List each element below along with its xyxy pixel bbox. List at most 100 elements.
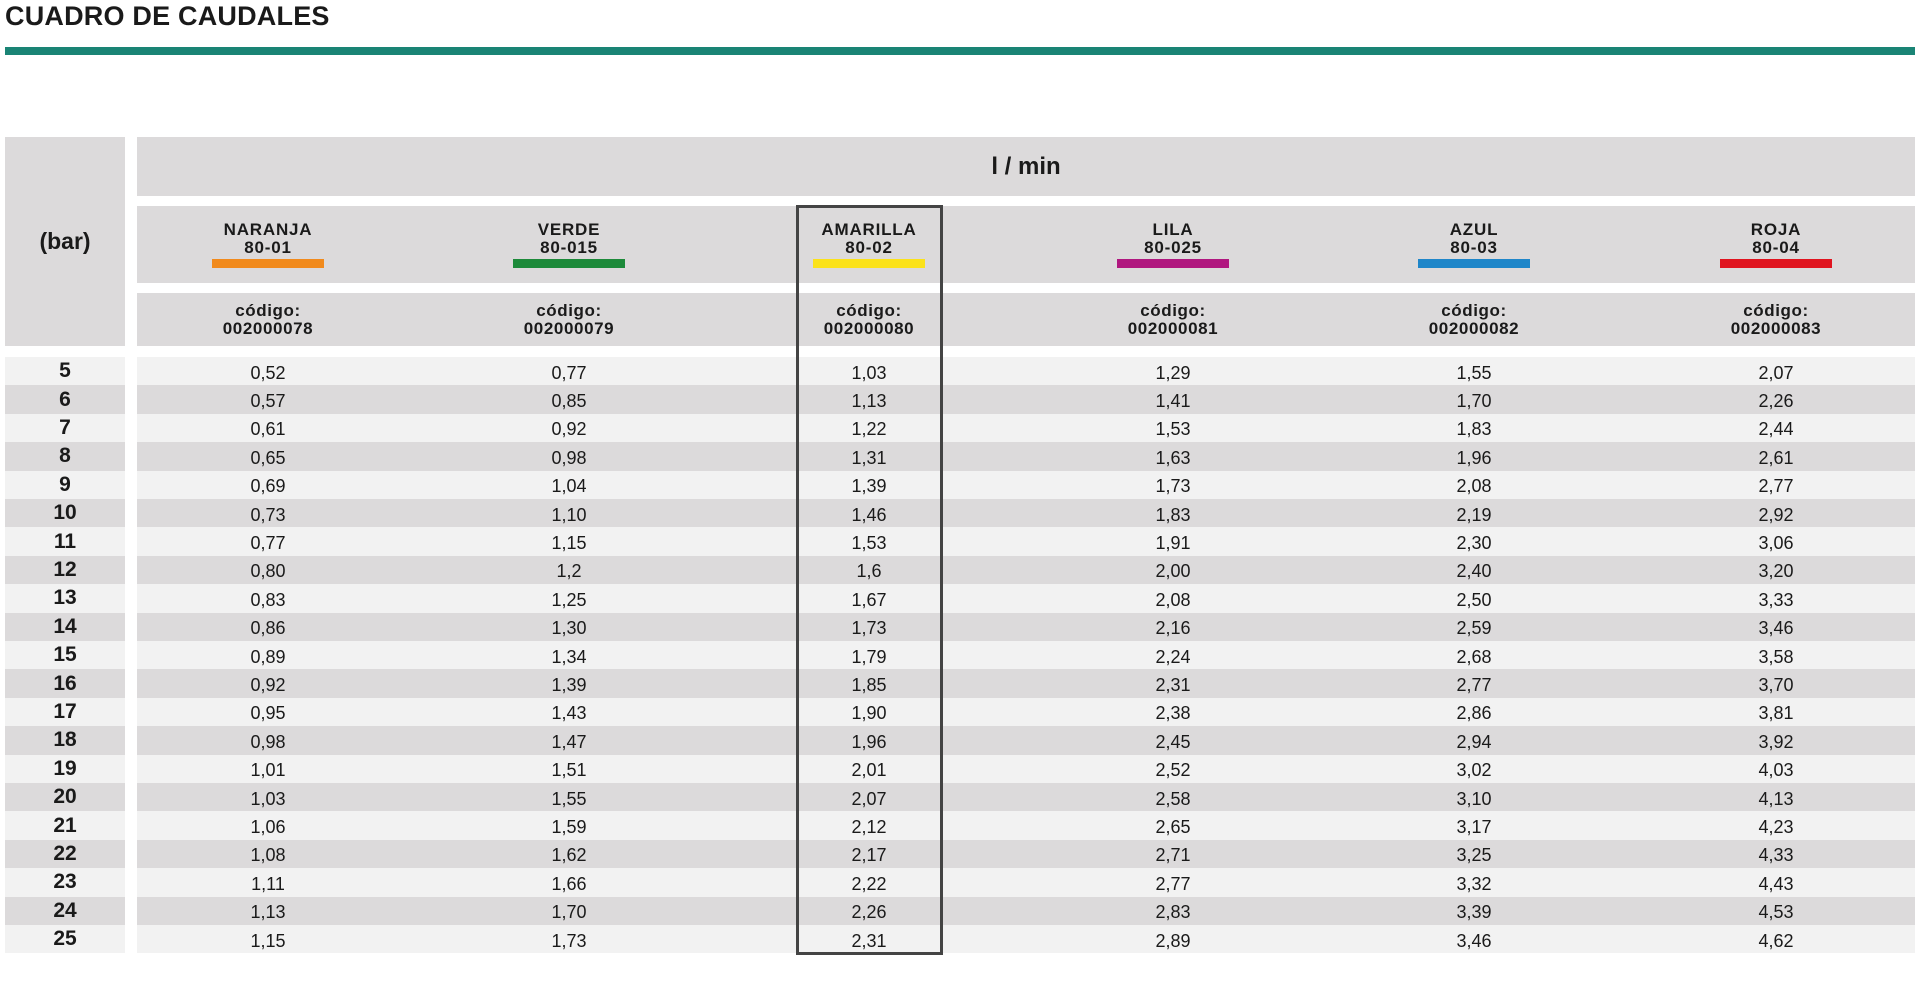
flow-cell: 0,83 bbox=[250, 589, 286, 610]
pressure-cell: 13 bbox=[5, 584, 125, 613]
nozzle-header-amarilla: AMARILLA 80-02 bbox=[813, 206, 925, 283]
flow-cell: 1,70 bbox=[1456, 391, 1492, 412]
flow-cell: 1,66 bbox=[551, 873, 587, 894]
flow-cell: 2,31 bbox=[1155, 675, 1191, 696]
pressure-cell: 12 bbox=[5, 555, 125, 585]
flow-cell: 0,52 bbox=[250, 362, 286, 383]
flow-cell: 1,62 bbox=[551, 845, 587, 866]
table-row: 17 0,95 1,43 1,90 2,38 2,86 3,81 bbox=[0, 697, 1920, 727]
row-band bbox=[137, 811, 1915, 840]
flow-cell: 2,59 bbox=[1456, 618, 1492, 639]
flow-cell: 1,63 bbox=[1155, 447, 1191, 468]
flow-cell: 0,92 bbox=[551, 419, 587, 440]
nozzle-header-lila: LILA 80-025 bbox=[1117, 206, 1229, 283]
flow-cell: 0,98 bbox=[250, 731, 286, 752]
nozzle-color-swatch bbox=[1117, 259, 1229, 268]
flow-cell: 1,73 bbox=[551, 930, 587, 951]
flow-cell: 1,15 bbox=[250, 930, 286, 951]
flow-cell: 4,23 bbox=[1758, 817, 1794, 838]
table-row: 20 1,03 1,55 2,07 2,58 3,10 4,13 bbox=[0, 783, 1920, 812]
flow-cell: 1,53 bbox=[1155, 419, 1191, 440]
pressure-column-header: (bar) bbox=[5, 137, 125, 346]
flow-cell: 3,32 bbox=[1456, 873, 1492, 894]
flow-cell: 1,15 bbox=[551, 533, 587, 554]
flow-cell: 0,77 bbox=[250, 533, 286, 554]
table-row: 13 0,83 1,25 1,67 2,08 2,50 3,33 bbox=[0, 584, 1920, 613]
flow-cell: 1,96 bbox=[851, 731, 887, 752]
code-value: 002000082 bbox=[1428, 318, 1520, 338]
pressure-cell: 9 bbox=[5, 470, 125, 499]
pressure-cell: 11 bbox=[5, 527, 125, 556]
title-divider bbox=[5, 47, 1915, 55]
flow-cell: 3,10 bbox=[1456, 788, 1492, 809]
flow-cell: 1,6 bbox=[856, 561, 882, 582]
flow-cell: 0,98 bbox=[551, 447, 587, 468]
flow-cell: 1,01 bbox=[250, 760, 286, 781]
flow-cell: 3,39 bbox=[1456, 902, 1492, 923]
code-value: 002000078 bbox=[222, 318, 314, 338]
flow-cell: 0,77 bbox=[551, 362, 587, 383]
row-band bbox=[137, 839, 1915, 869]
flow-cell: 1,67 bbox=[851, 589, 887, 610]
flow-cell: 2,92 bbox=[1758, 504, 1794, 525]
flow-cell: 3,92 bbox=[1758, 731, 1794, 752]
flow-cell: 2,17 bbox=[851, 845, 887, 866]
table-row: 9 0,69 1,04 1,39 1,73 2,08 2,77 bbox=[0, 470, 1920, 499]
flow-cell: 1,83 bbox=[1456, 419, 1492, 440]
flow-cell: 2,08 bbox=[1155, 589, 1191, 610]
page-title: CUADRO DE CAUDALES bbox=[5, 1, 330, 31]
nozzle-name: NARANJA bbox=[223, 220, 313, 239]
table-row: 16 0,92 1,39 1,85 2,31 2,77 3,70 bbox=[0, 669, 1920, 698]
pressure-cell: 20 bbox=[5, 783, 125, 812]
flow-cell: 3,25 bbox=[1456, 845, 1492, 866]
code-value: 002000079 bbox=[523, 318, 615, 338]
flow-cell: 2,68 bbox=[1456, 646, 1492, 667]
pressure-cell: 5 bbox=[5, 357, 125, 386]
flow-cell: 3,70 bbox=[1758, 675, 1794, 696]
nozzle-header-row: NARANJA 80-01 VERDE 80-015 AMARILLA 80-02 LILA… bbox=[137, 206, 1915, 283]
nozzle-color-swatch bbox=[212, 259, 324, 268]
row-band bbox=[137, 925, 1915, 954]
flow-cell: 1,46 bbox=[851, 504, 887, 525]
nozzle-code-roja: código: 002000083 bbox=[1731, 293, 1822, 346]
flow-cell: 2,24 bbox=[1155, 646, 1191, 667]
flow-cell: 4,62 bbox=[1758, 930, 1794, 951]
flow-cell: 4,43 bbox=[1758, 873, 1794, 894]
flow-cell: 1,39 bbox=[551, 675, 587, 696]
pressure-cell: 6 bbox=[5, 385, 125, 414]
pressure-cell: 17 bbox=[5, 697, 125, 727]
table-row: 14 0,86 1,30 1,73 2,16 2,59 3,46 bbox=[0, 612, 1920, 641]
code-label: código: bbox=[836, 300, 902, 320]
nozzle-model: 80-01 bbox=[244, 238, 292, 257]
pressure-cell: 18 bbox=[5, 726, 125, 755]
nozzle-model: 80-03 bbox=[1450, 238, 1498, 257]
code-value: 002000081 bbox=[1127, 318, 1219, 338]
table-row: 24 1,13 1,70 2,26 2,83 3,39 4,53 bbox=[0, 896, 1920, 925]
flow-cell: 1,55 bbox=[1456, 362, 1492, 383]
row-band bbox=[137, 612, 1915, 641]
pressure-cell: 14 bbox=[5, 612, 125, 641]
flow-cell: 0,95 bbox=[250, 703, 286, 724]
flow-cell: 1,13 bbox=[851, 391, 887, 412]
table-row: 23 1,11 1,66 2,22 2,77 3,32 4,43 bbox=[0, 868, 1920, 897]
nozzle-code-azul: código: 002000082 bbox=[1429, 293, 1520, 346]
code-header-row: código: 002000078 código: 002000079 código: 0… bbox=[137, 293, 1915, 346]
nozzle-model: 80-015 bbox=[540, 238, 598, 257]
flow-cell: 2,26 bbox=[1758, 391, 1794, 412]
pressure-cell: 8 bbox=[5, 442, 125, 471]
nozzle-header-verde: VERDE 80-015 bbox=[513, 206, 625, 283]
flow-cell: 2,58 bbox=[1155, 788, 1191, 809]
flow-cell: 2,26 bbox=[851, 902, 887, 923]
flow-cell: 0,89 bbox=[250, 646, 286, 667]
row-band bbox=[137, 641, 1915, 670]
flow-cell: 4,13 bbox=[1758, 788, 1794, 809]
nozzle-model: 80-02 bbox=[845, 238, 893, 257]
flow-cell: 0,61 bbox=[250, 419, 286, 440]
row-band bbox=[137, 697, 1915, 727]
flow-cell: 2,30 bbox=[1456, 533, 1492, 554]
table-row: 15 0,89 1,34 1,79 2,24 2,68 3,58 bbox=[0, 641, 1920, 670]
flow-cell: 3,33 bbox=[1758, 589, 1794, 610]
flow-cell: 1,73 bbox=[1155, 476, 1191, 497]
nozzle-color-swatch bbox=[513, 259, 625, 268]
flow-cell: 1,59 bbox=[551, 817, 587, 838]
